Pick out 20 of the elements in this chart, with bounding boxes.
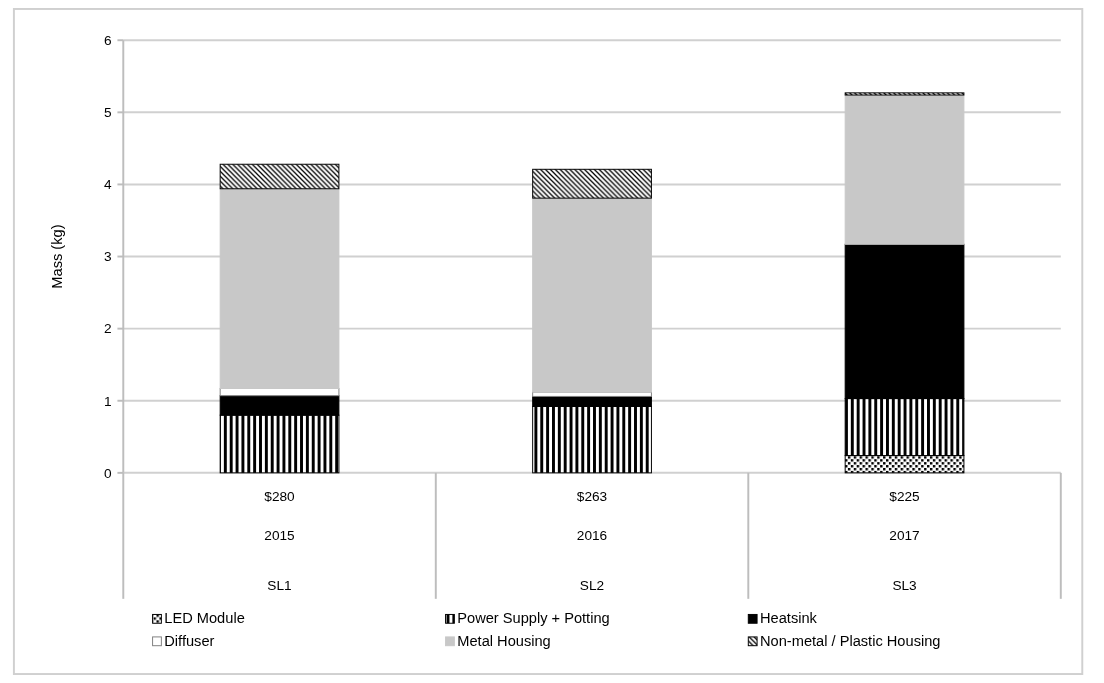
- category-label: $263 2016 SL2: [576, 489, 608, 594]
- y-axis-title: Mass (kg): [48, 224, 65, 289]
- legend-label: Non-metal / Plastic Housing: [760, 632, 941, 649]
- category-label: $280 2015 SL1: [264, 489, 295, 594]
- y-tick-label: 3: [103, 249, 112, 265]
- y-tick-label: 5: [103, 105, 112, 121]
- y-tick-label: 2: [103, 321, 112, 337]
- y-tick-label: 4: [103, 177, 112, 193]
- legend-label: Heatsink: [760, 610, 818, 627]
- legend-label: Diffuser: [164, 632, 215, 649]
- legend-label: Power Supply + Potting: [457, 610, 610, 627]
- category-label: $225 2017 SL3: [889, 489, 920, 594]
- bar: [532, 168, 652, 199]
- bar: [219, 163, 340, 190]
- legend-label: LED Module: [164, 610, 245, 627]
- legend-label: Metal Housing: [457, 632, 551, 649]
- y-tick-label: 6: [103, 33, 112, 49]
- y-tick-label: 1: [103, 393, 112, 409]
- bar: [844, 92, 965, 96]
- y-tick-label: 0: [103, 465, 112, 481]
